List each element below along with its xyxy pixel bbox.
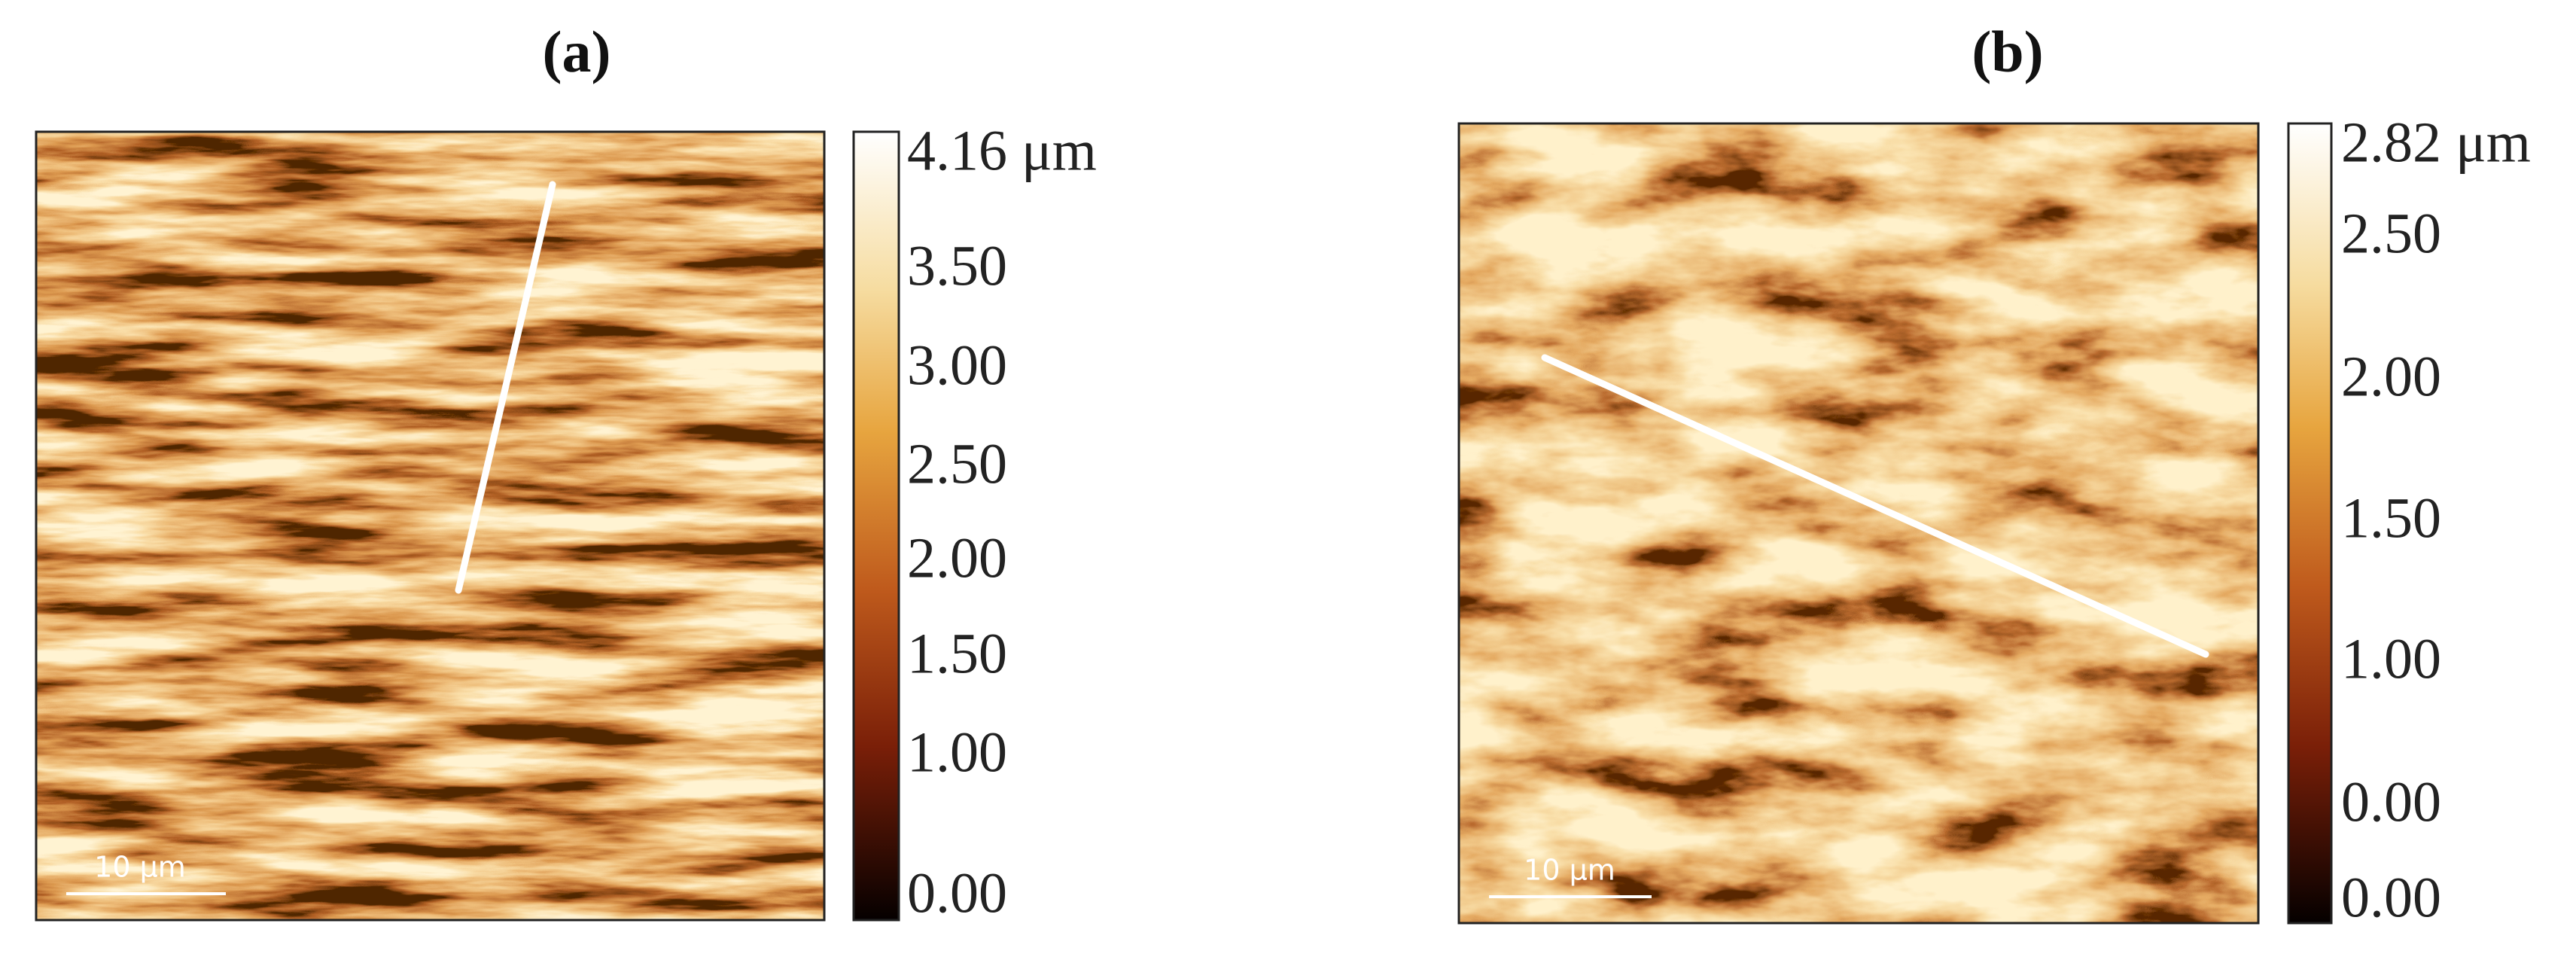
colorbar-label: 3.50 bbox=[907, 234, 1007, 297]
colorbar-label: 0.00 bbox=[2341, 770, 2441, 833]
colorbar-label: 3.00 bbox=[907, 334, 1007, 397]
afm-image bbox=[36, 132, 824, 920]
panel-label: (b) bbox=[1972, 19, 2043, 84]
colorbar-label: 4.16 μm bbox=[907, 119, 1097, 182]
colorbar-label: 0.00 bbox=[2341, 866, 2441, 929]
colorbar-label: 2.50 bbox=[2341, 202, 2441, 265]
profile-line bbox=[455, 181, 556, 594]
panel: (b) 10 μm 2.82 μm 2.50 2.00 1.50 1.00 0.00 0.00 bbox=[1457, 19, 2531, 929]
image-frame bbox=[35, 130, 826, 922]
colorbar bbox=[2287, 122, 2333, 925]
panel-label: (a) bbox=[543, 19, 611, 84]
image-frame bbox=[1457, 122, 2260, 925]
colorbar-label: 2.82 μm bbox=[2341, 111, 2531, 174]
colorbar-label: 1.50 bbox=[907, 622, 1007, 685]
colorbar-label: 2.50 bbox=[907, 432, 1007, 495]
colorbar-label: 1.00 bbox=[2341, 627, 2441, 690]
colorbar-label: 2.00 bbox=[907, 526, 1007, 590]
panel: (a) 10 μm 4.16 μm 3.50 3.00 2.50 2.00 1.50 1.00 0… bbox=[35, 19, 1097, 925]
colorbar bbox=[852, 130, 900, 922]
colorbar-label: 1.50 bbox=[2341, 486, 2441, 550]
colorbar-label: 0.00 bbox=[907, 861, 1007, 925]
afm-image bbox=[1459, 123, 2258, 923]
scale-bar-label: 10 μm bbox=[1524, 854, 1615, 887]
scale-bar-label: 10 μm bbox=[94, 851, 186, 884]
colorbar-label: 1.00 bbox=[907, 721, 1007, 784]
colorbar-label: 2.00 bbox=[2341, 345, 2441, 408]
profile-line bbox=[1541, 354, 2209, 658]
